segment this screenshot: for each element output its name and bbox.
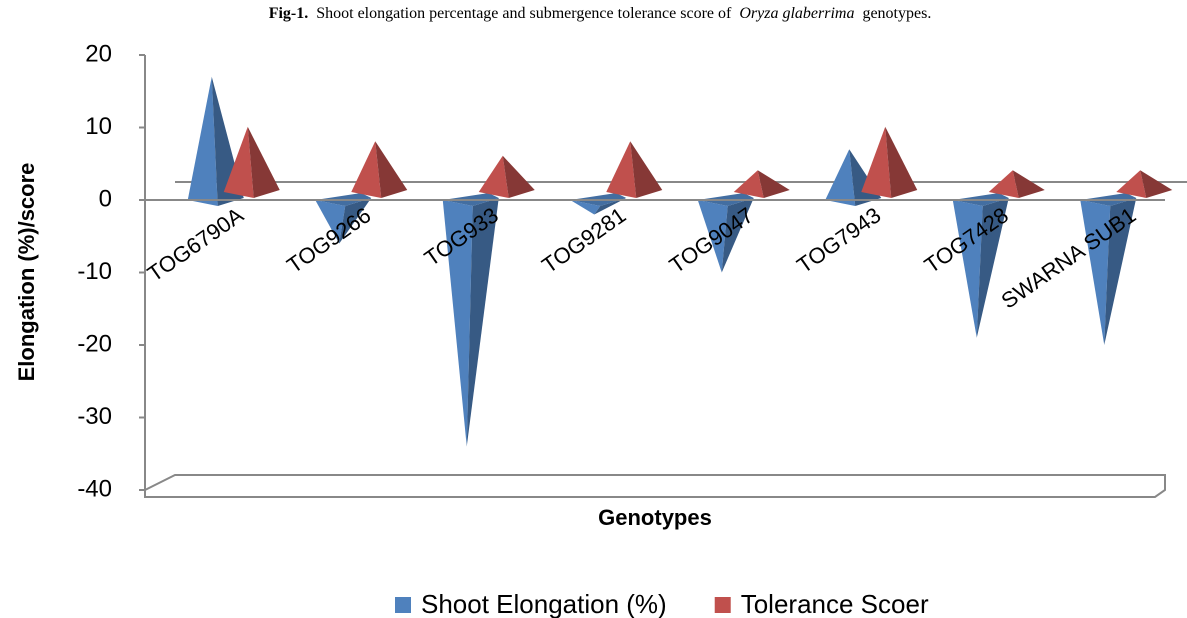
pyramid <box>861 126 918 198</box>
y-tick-label: -30 <box>77 403 112 430</box>
x-tick-label: TOG7943 <box>792 202 885 278</box>
y-tick-label: -40 <box>77 475 112 502</box>
pyramid-face <box>988 170 1019 198</box>
pyramid-side <box>976 198 1009 338</box>
plot <box>187 76 1173 447</box>
pyramid-face <box>697 200 728 273</box>
pyramid-side <box>757 170 790 198</box>
pyramid-side <box>594 198 627 215</box>
title-part: Shoot elongation percentage and submerge… <box>316 5 732 22</box>
pyramid-side <box>1104 198 1137 345</box>
pyramid-face <box>570 200 601 215</box>
y-axis-title: Elongation (%)/score <box>14 163 39 382</box>
pyramid-face <box>733 170 764 198</box>
pyramid <box>988 170 1045 198</box>
pyramid <box>478 155 535 198</box>
legend-swatch <box>714 597 731 613</box>
pyramid-side <box>721 198 754 273</box>
x-axis-title: Genotypes <box>598 505 712 530</box>
pyramid <box>606 141 663 198</box>
legend-label: Shoot Elongation (%) <box>421 589 667 618</box>
title-part: genotypes. <box>862 5 931 22</box>
pyramid-side <box>247 126 280 198</box>
pyramid-face <box>315 200 346 244</box>
pyramid-face <box>442 200 473 447</box>
y-tick-label: -20 <box>77 330 112 357</box>
x-tick-label: TOG9281 <box>537 202 630 278</box>
pyramid-face <box>1080 200 1111 345</box>
pyramid <box>223 126 280 198</box>
pyramid-face <box>478 155 509 198</box>
y-tick-label: -10 <box>77 258 112 285</box>
pyramid-face <box>223 126 254 198</box>
y-tick-label: 0 <box>99 185 112 212</box>
pyramid-side <box>339 198 372 244</box>
legend-label: Tolerance Scoer <box>741 589 929 618</box>
pyramid <box>351 141 408 198</box>
pyramid <box>1116 170 1173 198</box>
x-tick-label: TOG6790A <box>143 202 248 286</box>
legend-swatch <box>395 597 411 613</box>
pyramid-side <box>375 141 408 198</box>
pyramid-side <box>630 141 663 198</box>
pyramid-face <box>861 126 892 198</box>
floor <box>144 474 1166 498</box>
y-tick-label: 10 <box>85 113 112 140</box>
pyramid <box>952 193 1009 338</box>
pyramid-face <box>351 141 382 198</box>
pyramid-side <box>466 198 499 447</box>
pyramid-face <box>606 141 637 198</box>
title-part: Fig-1. <box>269 5 309 22</box>
y-tick-label: 20 <box>85 40 112 67</box>
pyramid-side <box>885 126 918 198</box>
pyramid-face <box>825 149 856 206</box>
pyramid-side <box>1140 170 1173 198</box>
title-part: Oryza glaberrima <box>739 5 854 22</box>
pyramid-face <box>952 200 983 338</box>
pyramid <box>733 170 790 198</box>
pyramid-side <box>1012 170 1045 198</box>
pyramid-face <box>187 76 218 206</box>
chart-title: Fig-1. Shoot elongation percentage and s… <box>269 5 932 22</box>
pyramid-side <box>502 155 535 198</box>
pyramid-face <box>1116 170 1147 198</box>
